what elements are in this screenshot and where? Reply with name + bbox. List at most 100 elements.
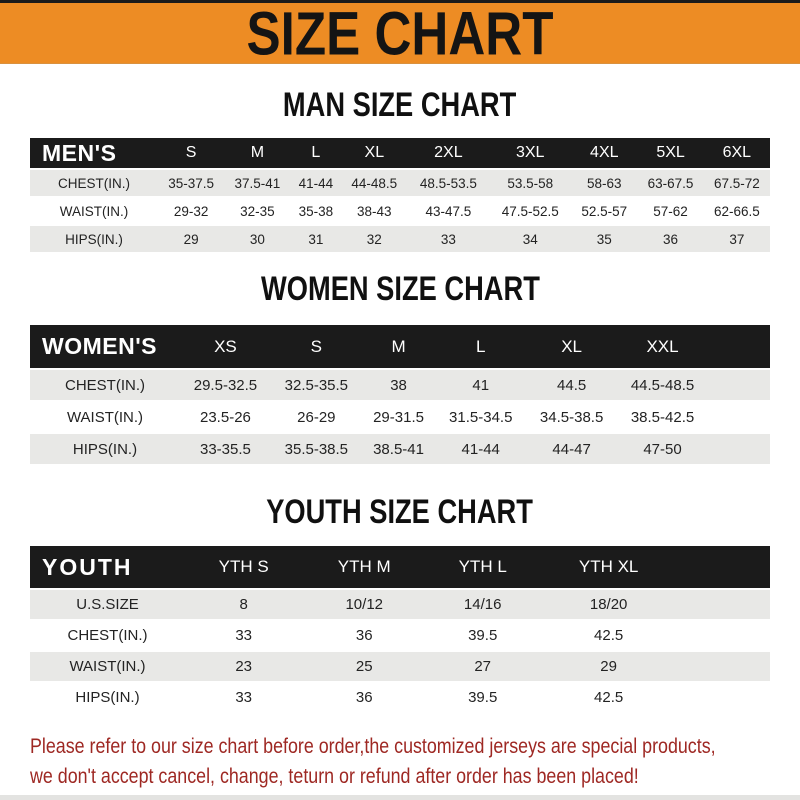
cell: 41-44 [435, 434, 527, 464]
women-size-table: WOMEN'S XS S M L XL XXL CHEST(IN.) 29.5-… [30, 323, 770, 466]
youth-section-title-text: YOUTH SIZE CHART [266, 491, 534, 532]
women-section-title-text: WOMEN SIZE CHART [260, 268, 540, 309]
cell: 35-38 [290, 198, 342, 224]
cell: 38 [361, 370, 436, 400]
women-size-col-header: S [270, 325, 362, 368]
row-label: HIPS(IN.) [30, 434, 180, 464]
cell: 10/12 [302, 590, 427, 619]
youth-table-label: YOUTH [30, 546, 185, 588]
page-title: SIZE CHART [246, 0, 554, 68]
cell: 29.5-32.5 [180, 370, 271, 400]
women-chest-row: CHEST(IN.) 29.5-32.5 32.5-35.5 38 41 44.… [30, 370, 770, 400]
youth-size-table: YOUTH YTH S YTH M YTH L YTH XL U.S.SIZE … [30, 544, 770, 714]
banner: SIZE CHART [0, 0, 800, 68]
spacer-cell [678, 621, 770, 650]
row-label: CHEST(IN.) [30, 370, 180, 400]
spacer-cell [678, 652, 770, 681]
women-size-col-header: M [361, 325, 436, 368]
spacer-cell [708, 402, 770, 432]
cell: 26-29 [270, 402, 362, 432]
cell: 33 [407, 226, 490, 252]
cell: 44.5-48.5 [617, 370, 708, 400]
cell: 30 [224, 226, 291, 252]
men-waist-row: WAIST(IN.) 29-32 32-35 35-38 38-43 43-47… [30, 198, 770, 224]
youth-size-col-header: YTH L [426, 546, 540, 588]
cell: 38.5-42.5 [617, 402, 708, 432]
cell: 25 [302, 652, 427, 681]
youth-section-title: YOUTH SIZE CHART [0, 491, 800, 532]
cell: 57-62 [637, 198, 704, 224]
cell: 31 [290, 226, 342, 252]
cell: 39.5 [426, 683, 540, 712]
men-size-col-header: XL [341, 138, 408, 168]
cell: 35.5-38.5 [270, 434, 362, 464]
cell: 35 [571, 226, 638, 252]
cell: 35-37.5 [158, 170, 225, 196]
cell: 44.5 [526, 370, 618, 400]
cell: 58-63 [571, 170, 638, 196]
men-section: MAN SIZE CHART MEN'S S M L XL 2XL 3XL 4X… [0, 85, 800, 254]
spacer-cell [708, 370, 770, 400]
cell: 14/16 [426, 590, 540, 619]
cell: 34 [489, 226, 572, 252]
footer-line-1: Please refer to our size chart before or… [30, 735, 716, 758]
spacer-cell [678, 546, 770, 588]
row-label: HIPS(IN.) [30, 683, 185, 712]
cell: 39.5 [426, 621, 540, 650]
women-waist-row: WAIST(IN.) 23.5-26 26-29 29-31.5 31.5-34… [30, 402, 770, 432]
men-header-row: MEN'S S M L XL 2XL 3XL 4XL 5XL 6XL [30, 138, 770, 168]
cell: 37 [703, 226, 770, 252]
men-size-col-header: 5XL [637, 138, 704, 168]
youth-header-row: YOUTH YTH S YTH M YTH L YTH XL [30, 546, 770, 588]
cell: 53.5-58 [489, 170, 572, 196]
cell: 63-67.5 [637, 170, 704, 196]
youth-chest-row: CHEST(IN.) 33 36 39.5 42.5 [30, 621, 770, 650]
cell: 43-47.5 [407, 198, 490, 224]
women-section-title: WOMEN SIZE CHART [0, 268, 800, 309]
cell: 37.5-41 [224, 170, 291, 196]
cell: 33 [185, 621, 303, 650]
cell: 48.5-53.5 [407, 170, 490, 196]
spacer-cell [678, 683, 770, 712]
cell: 42.5 [539, 683, 678, 712]
cell: 42.5 [539, 621, 678, 650]
row-label: WAIST(IN.) [30, 198, 158, 224]
cell: 23.5-26 [180, 402, 271, 432]
men-size-col-header: 3XL [489, 138, 572, 168]
cell: 52.5-57 [571, 198, 638, 224]
cell: 31.5-34.5 [435, 402, 527, 432]
youth-size-col-header: YTH S [185, 546, 303, 588]
cell: 38-43 [341, 198, 408, 224]
spacer-cell [708, 325, 770, 368]
women-table-label: WOMEN'S [30, 325, 180, 368]
cell: 34.5-38.5 [526, 402, 618, 432]
women-size-col-header: XS [180, 325, 271, 368]
men-table-label: MEN'S [30, 138, 158, 168]
cell: 8 [185, 590, 303, 619]
bottom-edge-strip [0, 795, 800, 800]
cell: 47.5-52.5 [489, 198, 572, 224]
cell: 18/20 [539, 590, 678, 619]
cell: 44-48.5 [341, 170, 408, 196]
row-label: WAIST(IN.) [30, 402, 180, 432]
men-section-title: MAN SIZE CHART [0, 85, 800, 124]
cell: 27 [426, 652, 540, 681]
cell: 36 [302, 683, 427, 712]
men-size-col-header: 2XL [407, 138, 490, 168]
spacer-cell [678, 590, 770, 619]
men-size-table: MEN'S S M L XL 2XL 3XL 4XL 5XL 6XL CHEST… [30, 136, 770, 254]
footer-line-2: we don't accept cancel, change, teturn o… [30, 765, 639, 788]
youth-section: YOUTH SIZE CHART YOUTH YTH S YTH M YTH L… [0, 491, 800, 714]
cell: 32.5-35.5 [270, 370, 362, 400]
cell: 36 [302, 621, 427, 650]
cell: 62-66.5 [703, 198, 770, 224]
cell: 32-35 [224, 198, 291, 224]
men-size-col-header: L [290, 138, 342, 168]
row-label: CHEST(IN.) [30, 621, 185, 650]
cell: 29-31.5 [361, 402, 436, 432]
row-label: WAIST(IN.) [30, 652, 185, 681]
youth-size-col-header: YTH M [302, 546, 427, 588]
women-header-row: WOMEN'S XS S M L XL XXL [30, 325, 770, 368]
cell: 33-35.5 [180, 434, 271, 464]
cell: 23 [185, 652, 303, 681]
